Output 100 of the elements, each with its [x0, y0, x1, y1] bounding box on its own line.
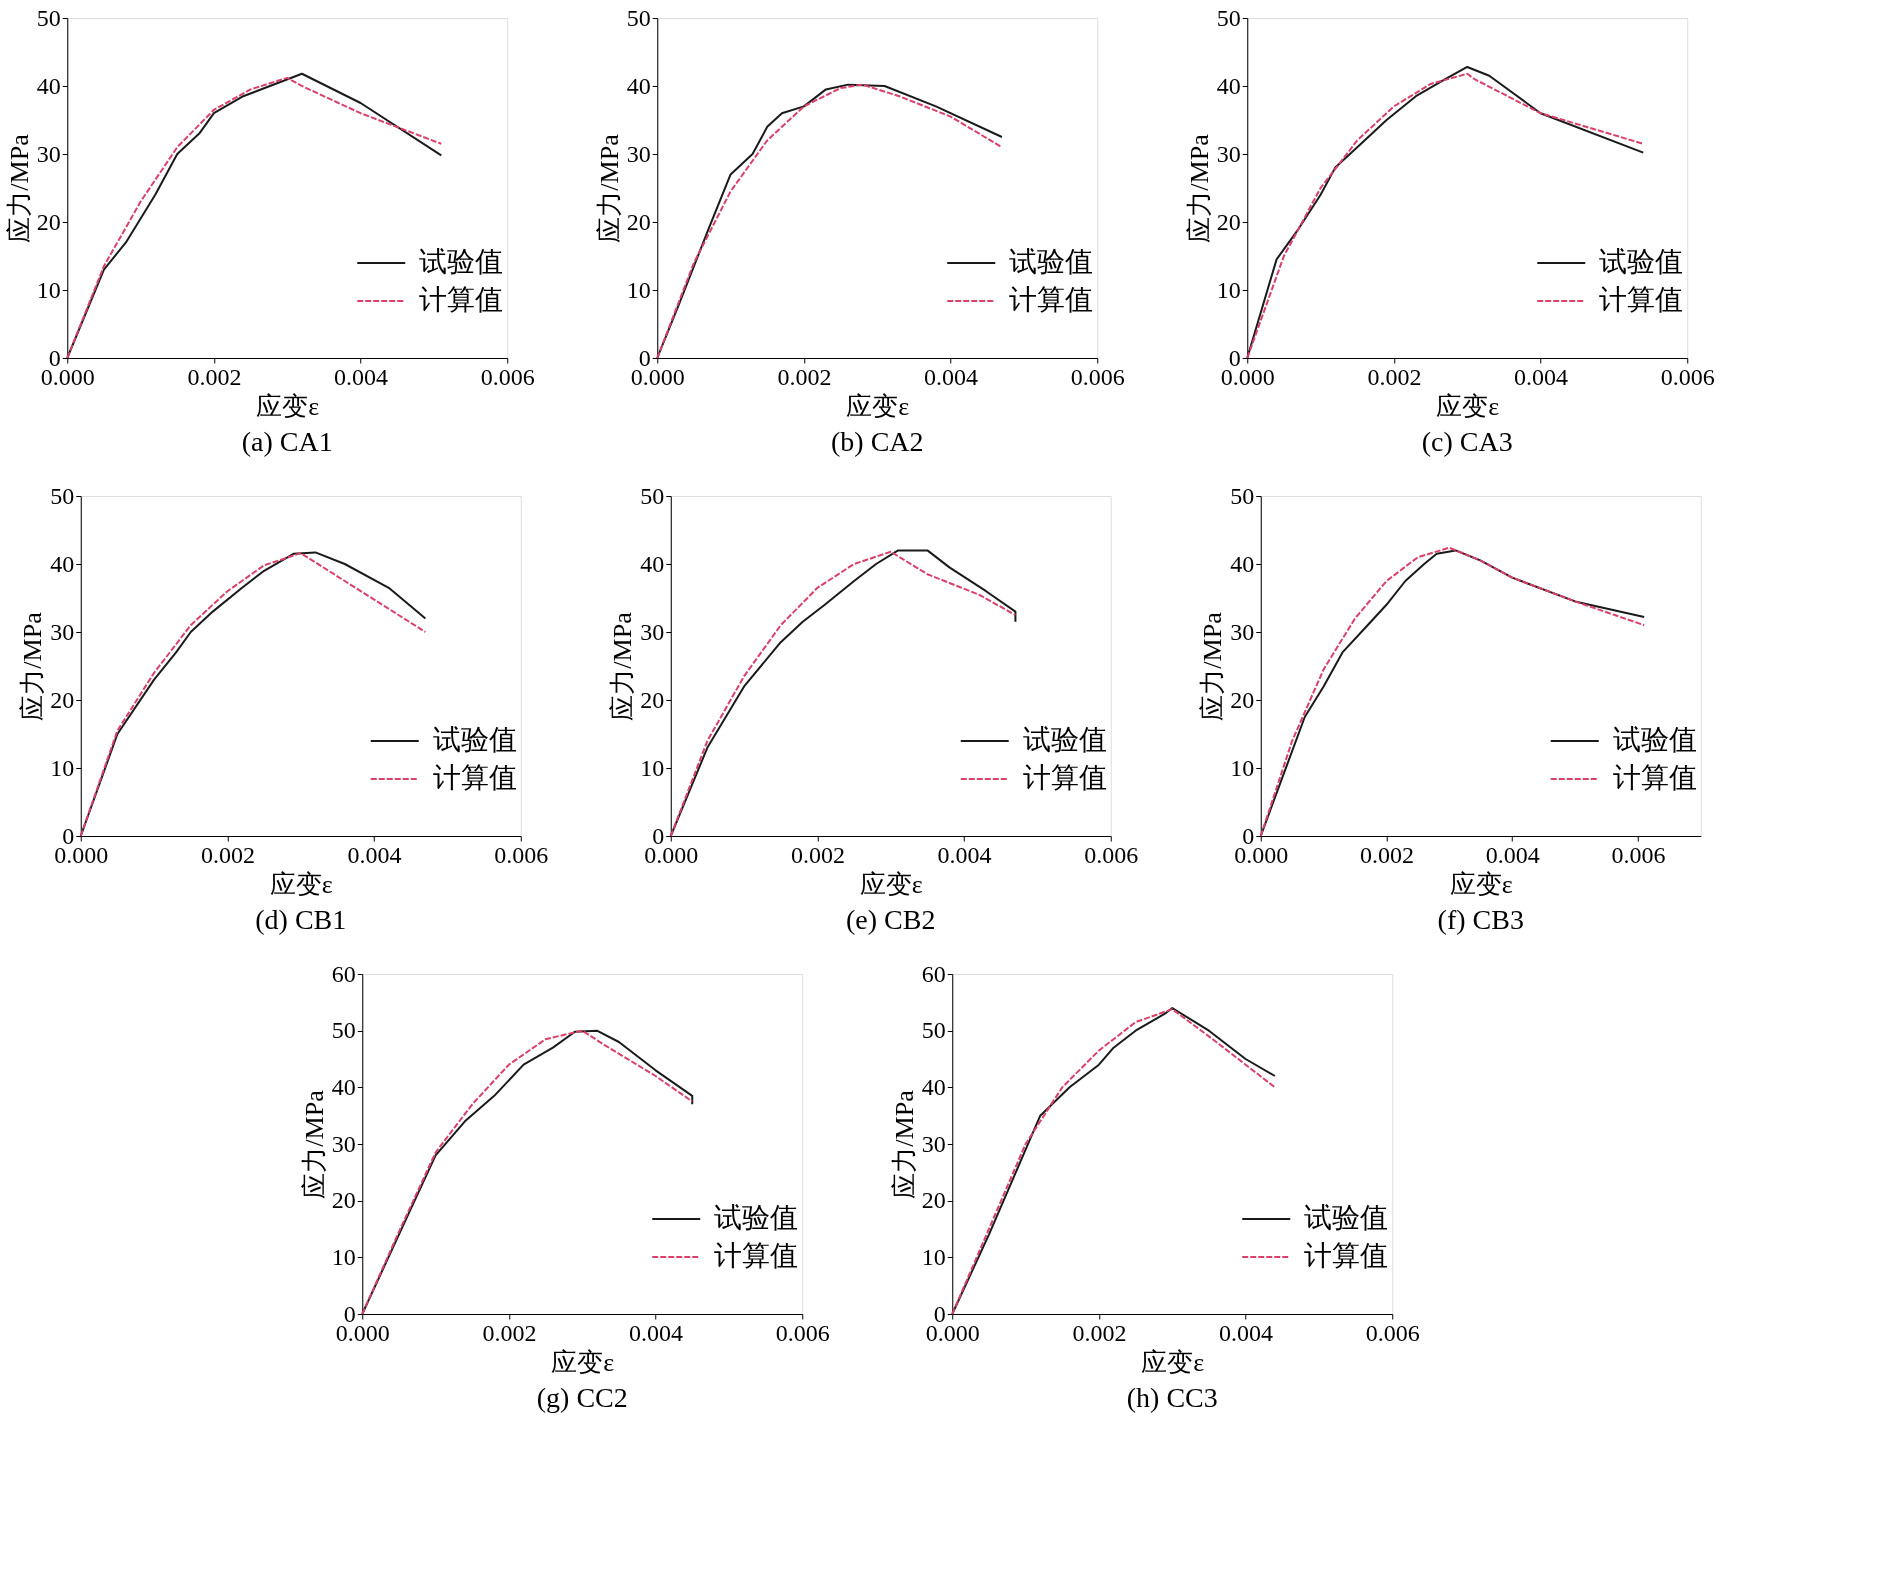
y-axis-title: 应力/MPa [1184, 133, 1214, 243]
legend-label: 计算值 [432, 762, 517, 793]
text: (a) CA1 [241, 426, 333, 457]
y-tick-label: 40 [921, 1073, 946, 1100]
x-tick-label: 0.002 [1072, 1319, 1127, 1346]
y-tick-label: 10 [36, 276, 61, 303]
x-tick-label: 0.002 [187, 363, 242, 390]
x-tick-label: 0.004 [1514, 363, 1569, 390]
y-tick-label: 10 [626, 276, 651, 303]
x-axis-title: 应变ε [846, 391, 910, 421]
y-tick-label: 30 [626, 140, 651, 167]
text: (h) CC3 [1126, 1382, 1218, 1413]
y-tick-label: 40 [626, 72, 651, 99]
y-tick-label: 50 [640, 482, 665, 509]
x-tick-label: 0.004 [334, 363, 389, 390]
y-tick-label: 20 [36, 208, 61, 235]
legend-label: 试验值 [1599, 246, 1684, 277]
y-tick-label: 30 [50, 618, 75, 645]
x-tick-label: 0.006 [1084, 841, 1139, 868]
text: (e) CB2 [846, 904, 936, 935]
text: (b) CA2 [830, 426, 924, 457]
y-axis-title: 应力/MPa [889, 1089, 919, 1199]
legend-label: 计算值 [1022, 762, 1107, 793]
y-tick-label: 30 [331, 1130, 356, 1157]
line-series [656, 83, 1003, 359]
x-tick-label: 0.006 [775, 1319, 830, 1346]
y-tick-label: 20 [626, 208, 651, 235]
legend-label: 试验值 [1612, 724, 1697, 755]
x-axis-title: 应变ε [1449, 869, 1513, 899]
y-tick-label: 40 [1216, 72, 1241, 99]
y-axis-title: 应力/MPa [608, 611, 638, 721]
y-axis-title: 应力/MPa [18, 611, 48, 721]
legend-label: 试验值 [1304, 1202, 1389, 1233]
legend-label: 计算值 [419, 284, 504, 315]
y-tick-label: 30 [1230, 618, 1255, 645]
x-tick-label: 0.002 [777, 363, 832, 390]
x-tick-label: 0.006 [494, 841, 549, 868]
text: (d) CB1 [255, 904, 347, 935]
x-tick-label: 0.004 [629, 1319, 684, 1346]
y-tick-label: 20 [640, 686, 665, 713]
x-tick-label: 0.002 [200, 841, 255, 868]
y-tick-label: 50 [921, 1017, 946, 1044]
x-tick-label: 0.004 [1485, 841, 1540, 868]
legend-label: 计算值 [1009, 284, 1094, 315]
y-tick-label: 50 [50, 482, 75, 509]
y-tick-label: 20 [1216, 208, 1241, 235]
y-tick-label: 50 [36, 4, 61, 31]
y-tick-label: 20 [50, 686, 75, 713]
y-tick-label: 10 [50, 754, 75, 781]
line-series [361, 1029, 694, 1315]
y-tick-label: 20 [921, 1187, 946, 1214]
x-tick-label: 0.006 [480, 363, 535, 390]
y-tick-label: 50 [1216, 4, 1241, 31]
x-axis-title: 应变ε [859, 869, 923, 899]
x-tick-label: 0.002 [482, 1319, 537, 1346]
legend-label: 计算值 [1612, 762, 1697, 793]
y-tick-label: 30 [36, 140, 61, 167]
y-tick-label: 40 [1230, 550, 1255, 577]
text: (f) CB3 [1437, 904, 1524, 935]
y-tick-label: 10 [1216, 276, 1241, 303]
legend-label: 计算值 [1304, 1240, 1389, 1271]
y-tick-label: 40 [640, 550, 665, 577]
x-tick-label: 0.006 [1365, 1319, 1420, 1346]
y-tick-label: 30 [1216, 140, 1241, 167]
x-axis-title: 应变ε [1141, 1347, 1205, 1377]
y-tick-label: 10 [921, 1243, 946, 1270]
y-tick-label: 40 [50, 550, 75, 577]
y-tick-label: 30 [640, 618, 665, 645]
legend-label: 计算值 [714, 1240, 799, 1271]
y-tick-label: 60 [921, 960, 946, 987]
legend-label: 试验值 [419, 246, 504, 277]
y-axis-title: 应力/MPa [594, 133, 624, 243]
x-tick-label: 0.002 [1359, 841, 1414, 868]
y-tick-label: 60 [331, 960, 356, 987]
y-axis-title: 应力/MPa [1198, 611, 1228, 721]
x-tick-label: 0.006 [1070, 363, 1125, 390]
legend-label: 试验值 [1009, 246, 1094, 277]
text: (c) CA3 [1421, 426, 1513, 457]
x-axis-title: 应变ε [256, 391, 320, 421]
y-tick-label: 30 [921, 1130, 946, 1157]
legend-label: 试验值 [714, 1202, 799, 1233]
x-tick-label: 0.002 [1367, 363, 1422, 390]
y-tick-label: 10 [331, 1243, 356, 1270]
y-tick-label: 40 [331, 1073, 356, 1100]
y-tick-label: 20 [331, 1187, 356, 1214]
legend-label: 试验值 [432, 724, 517, 755]
x-axis-title: 应变ε [1436, 391, 1500, 421]
x-axis-title: 应变ε [551, 1347, 615, 1377]
x-tick-label: 0.004 [1219, 1319, 1274, 1346]
x-tick-label: 0.004 [924, 363, 979, 390]
y-axis-title: 应力/MPa [299, 1089, 329, 1199]
legend-label: 计算值 [1599, 284, 1684, 315]
x-tick-label: 0.006 [1611, 841, 1666, 868]
y-tick-label: 50 [1230, 482, 1255, 509]
y-tick-label: 20 [1230, 686, 1255, 713]
y-tick-label: 40 [36, 72, 61, 99]
text: (g) CC2 [536, 1382, 628, 1413]
y-tick-label: 10 [640, 754, 665, 781]
y-axis-title: 应力/MPa [4, 133, 34, 243]
y-tick-label: 10 [1230, 754, 1255, 781]
